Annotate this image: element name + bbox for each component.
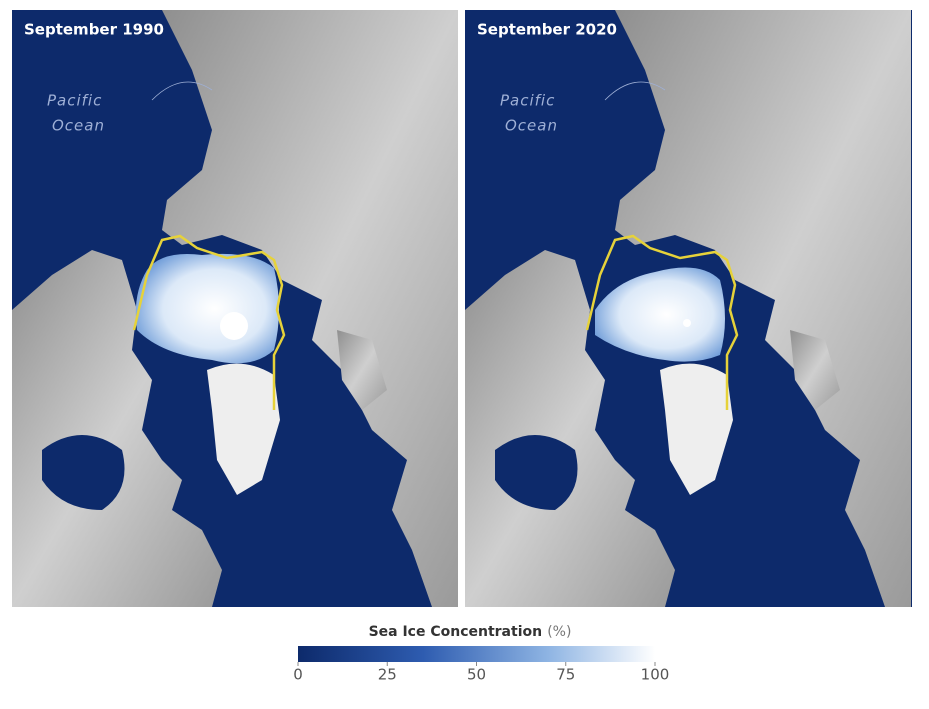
pole-hole [683,319,691,327]
ocean-label: Pacific [500,92,555,110]
median-extent-line [585,234,739,410]
tick-label: 50 [467,666,486,684]
sea-ice [595,267,725,362]
colorbar-ramp [298,646,655,662]
panel-1990: September 1990 Pacific Ocean [12,10,458,607]
tick-label: 0 [293,666,303,684]
colorbar-title: Sea Ice Concentration [369,624,543,640]
median-extent-line [132,234,286,410]
pole-hole [220,312,248,340]
colorbar: Sea Ice Concentration (%) 0 25 50 75 100 [293,622,670,684]
ocean-label: Ocean [505,117,558,135]
tick-label: 25 [378,666,397,684]
panel-title: September 1990 [24,21,164,39]
ocean-label: Ocean [52,117,105,135]
panel-2020: September 2020 Pacific Ocean [465,10,912,607]
colorbar-unit: (%) [547,624,571,640]
panel-title: September 2020 [477,21,617,39]
ocean-label: Pacific [47,92,102,110]
colorbar-title: Sea Ice Concentration (%) [369,622,572,641]
tick-label: 100 [641,666,670,684]
tick-label: 75 [556,666,575,684]
